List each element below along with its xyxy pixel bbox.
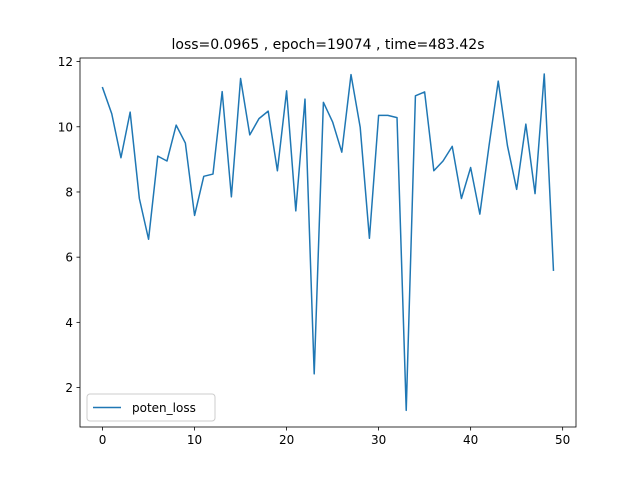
x-tick-label: 30 xyxy=(371,433,386,447)
x-tick-label: 50 xyxy=(555,433,570,447)
plot-area: 0 10 20 30 40 50 2 4 6 8 10 12 xyxy=(58,55,577,447)
chart-title: loss=0.0965 , epoch=19074 , time=483.42s xyxy=(171,37,484,53)
legend: poten_loss xyxy=(86,393,216,422)
y-tick-label: 2 xyxy=(65,381,73,395)
y-tick-label: 6 xyxy=(65,251,73,265)
x-tick-label: 20 xyxy=(279,433,294,447)
y-tick-label: 12 xyxy=(58,55,73,69)
y-tick-label: 4 xyxy=(65,316,73,330)
series-line-poten-loss xyxy=(101,73,555,412)
x-tick-label: 40 xyxy=(463,433,478,447)
y-tick-label: 10 xyxy=(58,120,73,134)
legend-label: poten_loss xyxy=(132,401,196,415)
x-tick-label: 10 xyxy=(187,433,202,447)
y-tick-label: 8 xyxy=(65,185,73,199)
x-tick-label: 0 xyxy=(99,433,107,447)
axes-frame xyxy=(79,57,577,428)
legend-box xyxy=(86,393,216,422)
